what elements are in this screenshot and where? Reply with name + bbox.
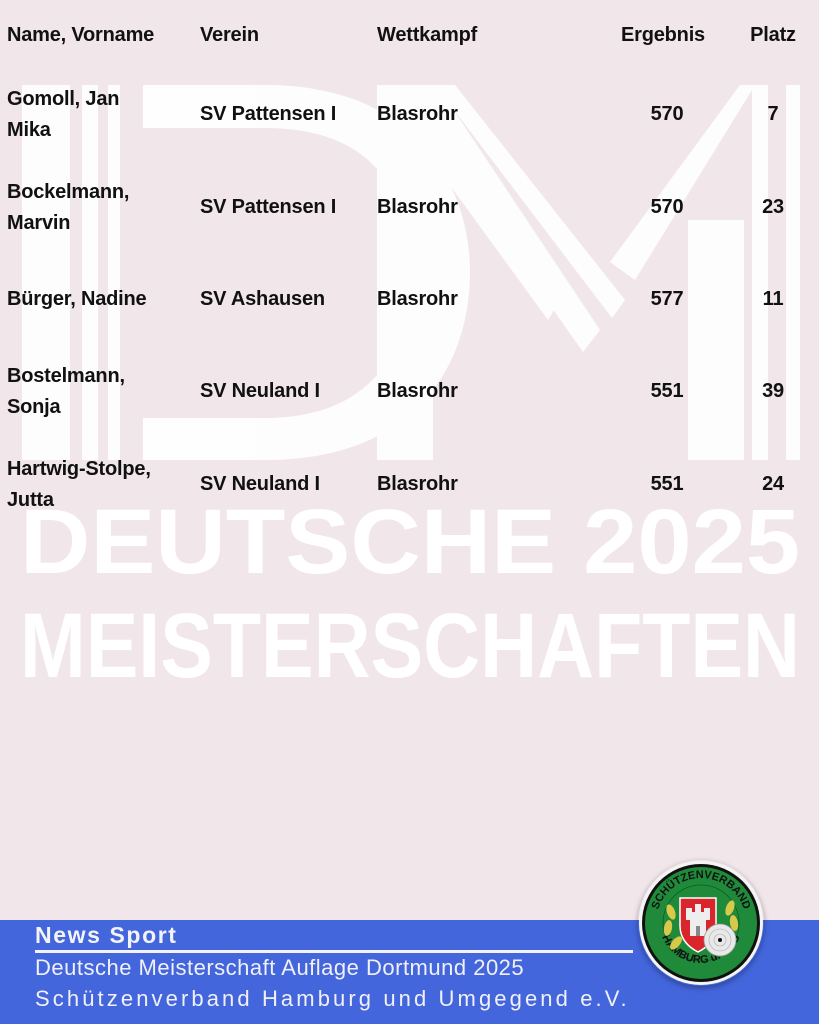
footer-org-line: Schützenverband Hamburg und Umgegend e.V…: [35, 986, 630, 1011]
row-club: SV Ashausen: [200, 288, 325, 310]
name-line1: Hartwig-Stolpe,: [7, 458, 151, 480]
name-line1: Gomoll, Jan: [7, 88, 120, 110]
footer-event-line: Deutsche Meisterschaft Auflage Dortmund …: [35, 955, 525, 980]
row-club: SV Pattensen I: [200, 103, 337, 125]
watermark-line2: MEISTERSCHAFTEN: [20, 595, 800, 697]
association-logo: SCHÜTZENVERBAND HAMBURG u. UMG: [639, 861, 763, 985]
watermark-line1: DEUTSCHE 2025: [20, 491, 800, 593]
name-line1: Bürger, Nadine: [7, 288, 147, 310]
row-rank: 23: [762, 196, 784, 218]
row-club: SV Pattensen I: [200, 196, 337, 218]
row-rank: 7: [767, 103, 779, 125]
row-event: Blasrohr: [377, 473, 458, 495]
name-line2: Marvin: [7, 212, 71, 234]
header-club: Verein: [200, 24, 259, 46]
header-result: Ergebnis: [621, 24, 705, 46]
row-rank: 11: [762, 288, 784, 310]
row-name: Bürger, Nadine: [7, 284, 192, 315]
shooting-target-icon: [703, 923, 737, 957]
table-header: Name, Vorname Verein Wettkampf Ergebnis …: [0, 0, 819, 80]
name-line2: Jutta: [7, 489, 54, 511]
footer-divider: [35, 950, 633, 953]
name-line1: Bockelmann,: [7, 181, 130, 203]
table-row: Hartwig-Stolpe, Jutta SV Neuland I Blasr…: [0, 454, 819, 534]
table-row: Bürger, Nadine SV Ashausen Blasrohr 577 …: [0, 269, 819, 349]
table-row: Bostelmann, Sonja SV Neuland I Blasrohr …: [0, 361, 819, 441]
header-rank: Platz: [750, 24, 796, 46]
row-rank: 39: [762, 380, 784, 402]
header-name: Name, Vorname: [7, 24, 155, 46]
table-row: Bockelmann, Marvin SV Pattensen I Blasro…: [0, 177, 819, 257]
row-result: 570: [650, 196, 684, 218]
row-result: 551: [650, 473, 684, 495]
row-result: 577: [650, 288, 684, 310]
row-event: Blasrohr: [377, 380, 458, 402]
row-result: 570: [650, 103, 684, 125]
row-name: Hartwig-Stolpe, Jutta: [7, 454, 192, 516]
name-line2: Sonja: [7, 396, 61, 418]
row-event: Blasrohr: [377, 103, 458, 125]
row-name: Bostelmann, Sonja: [7, 361, 192, 423]
footer-title: News Sport: [35, 922, 178, 948]
header-event: Wettkampf: [377, 24, 478, 46]
row-club: SV Neuland I: [200, 473, 320, 495]
row-club: SV Neuland I: [200, 380, 320, 402]
name-line2: Mika: [7, 119, 51, 141]
row-name: Bockelmann, Marvin: [7, 177, 192, 239]
table-row: Gomoll, Jan Mika SV Pattensen I Blasrohr…: [0, 84, 819, 164]
row-rank: 24: [762, 473, 784, 495]
row-name: Gomoll, Jan Mika: [7, 84, 192, 146]
row-result: 551: [650, 380, 684, 402]
row-event: Blasrohr: [377, 196, 458, 218]
row-event: Blasrohr: [377, 288, 458, 310]
name-line1: Bostelmann,: [7, 365, 125, 387]
